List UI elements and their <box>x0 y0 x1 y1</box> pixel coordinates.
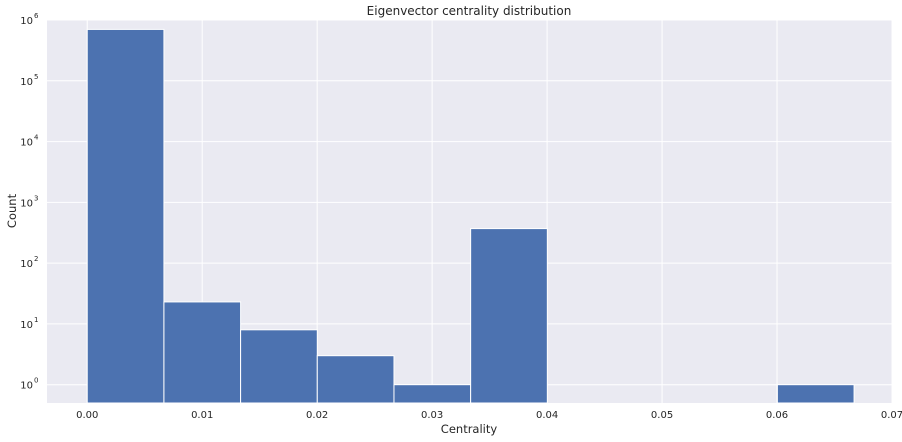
y-axis-label: Count <box>5 193 19 228</box>
y-tick-exponent: 1 <box>34 316 38 324</box>
histogram-bar <box>163 301 242 404</box>
y-tick-label: 10 <box>20 138 33 149</box>
x-tick-label: 0.01 <box>191 410 213 421</box>
x-tick-label: 0.06 <box>766 410 788 421</box>
y-tick-label: 10 <box>20 259 33 270</box>
x-axis-ticks: 0.00 0.01 0.02 0.03 0.04 0.05 0.06 0.07 <box>76 410 902 421</box>
y-tick-label: 10 <box>20 198 33 209</box>
x-tick-label: 0.05 <box>651 410 673 421</box>
x-axis-label: Centrality <box>441 422 498 436</box>
histogram-bar <box>316 355 395 404</box>
chart-title: Eigenvector centrality distribution <box>367 4 572 18</box>
histogram-bar <box>86 28 165 404</box>
x-tick-label: 0.02 <box>306 410 328 421</box>
x-tick-label: 0.04 <box>536 410 558 421</box>
y-tick-exponent: 4 <box>34 134 39 142</box>
y-tick-exponent: 0 <box>34 377 38 385</box>
y-tick-label: 10 <box>20 77 33 88</box>
histogram-bar <box>240 329 318 404</box>
y-tick-exponent: 3 <box>34 194 38 202</box>
y-tick-label: 10 <box>20 381 33 392</box>
y-tick-exponent: 6 <box>34 12 39 20</box>
y-tick-exponent: 2 <box>34 255 38 263</box>
histogram-bars <box>86 28 855 404</box>
histogram-bar <box>470 228 548 404</box>
x-tick-label: 0.07 <box>881 410 902 421</box>
x-tick-label: 0.03 <box>421 410 443 421</box>
y-tick-exponent: 5 <box>34 73 38 81</box>
histogram-bar <box>776 384 855 404</box>
histogram-bar <box>393 384 472 404</box>
y-tick-label: 10 <box>20 320 33 331</box>
y-tick-label: 10 <box>20 16 33 27</box>
x-tick-label: 0.00 <box>76 410 98 421</box>
